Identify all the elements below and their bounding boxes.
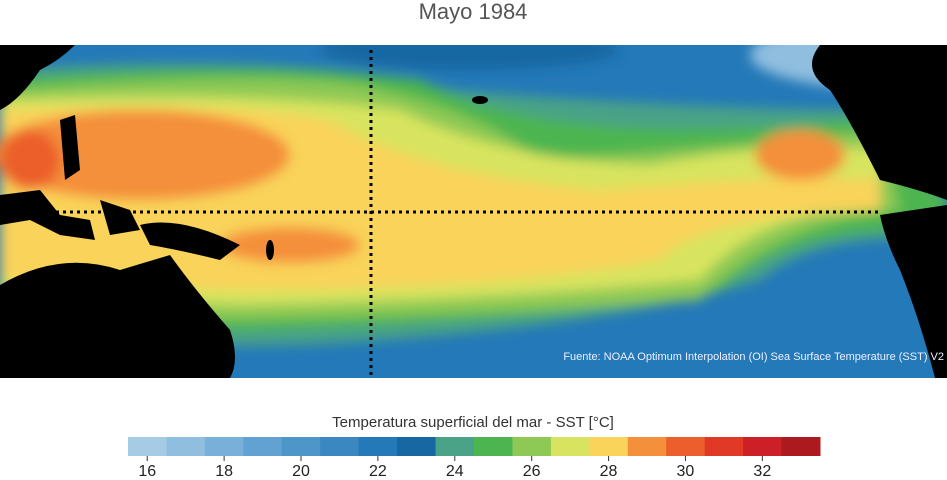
colorbar-segment bbox=[204, 437, 244, 456]
colorbar-segment bbox=[243, 437, 283, 456]
colorbar-tick-label: 32 bbox=[753, 463, 771, 480]
colorbar-segment bbox=[704, 437, 744, 456]
colorbar-tick-label: 28 bbox=[600, 463, 618, 480]
map-title: Mayo 1984 bbox=[419, 0, 528, 24]
colorbar-tick-label: 18 bbox=[215, 463, 233, 480]
sst-map: Fuente: NOAA Optimum Interpolation (OI) … bbox=[0, 45, 947, 378]
colorbar-segment bbox=[781, 437, 821, 456]
colorbar-tick-label: 20 bbox=[292, 463, 310, 480]
colorbar-tick-label: 16 bbox=[138, 463, 156, 480]
colorbar-segment bbox=[397, 437, 437, 456]
colorbar-label: Temperatura superficial del mar - SST [°… bbox=[332, 414, 614, 431]
colorbar-segment bbox=[435, 437, 475, 456]
source-note: Fuente: NOAA Optimum Interpolation (OI) … bbox=[563, 351, 944, 363]
colorbar-tick-label: 30 bbox=[677, 463, 695, 480]
colorbar-segment bbox=[128, 437, 167, 456]
colorbar-segment bbox=[627, 437, 667, 456]
colorbar-segment bbox=[550, 437, 590, 456]
land bbox=[0, 45, 947, 378]
colorbar-segment bbox=[281, 437, 321, 456]
reference-lines bbox=[0, 50, 880, 378]
colorbar-tick-label: 22 bbox=[369, 463, 387, 480]
colorbar-segment bbox=[358, 437, 398, 456]
colorbar-tick-label: 24 bbox=[446, 463, 464, 480]
colorbar-segment bbox=[666, 437, 706, 456]
colorbar-segment bbox=[589, 437, 629, 456]
colorbar-segment bbox=[166, 437, 206, 456]
colorbar-segment bbox=[512, 437, 552, 456]
colorbar-tick-label: 26 bbox=[523, 463, 541, 480]
colorbar-segment bbox=[320, 437, 360, 456]
colorbar-segment bbox=[474, 437, 513, 456]
colorbar-segment bbox=[743, 437, 783, 456]
